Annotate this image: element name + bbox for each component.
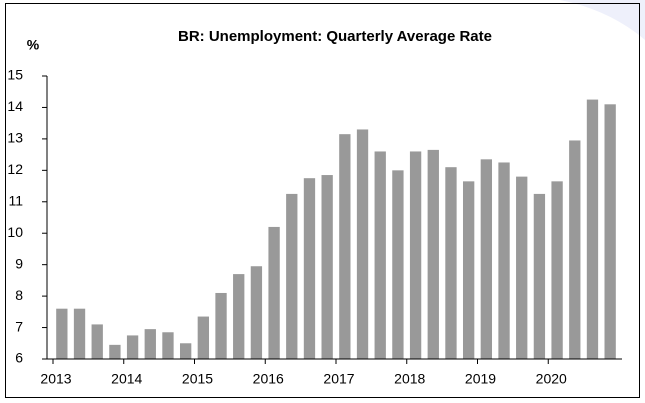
bar	[569, 140, 581, 359]
x-tick-label: 2019	[465, 371, 496, 387]
y-tick-label: 13	[7, 130, 23, 146]
bar	[604, 104, 616, 359]
y-tick-label: 14	[7, 98, 23, 114]
bar	[462, 181, 475, 359]
bar	[339, 134, 351, 359]
x-tick-label: 2014	[111, 371, 142, 387]
bar	[268, 226, 280, 359]
bar	[321, 175, 333, 359]
x-tick-label: 2020	[536, 371, 567, 387]
y-tick-label: 7	[15, 318, 23, 334]
bar	[73, 308, 86, 359]
bar	[586, 99, 599, 359]
bar	[179, 343, 192, 359]
bar	[197, 316, 210, 359]
bar	[91, 324, 103, 359]
bar	[233, 274, 245, 359]
bar	[356, 129, 369, 359]
chart-frame	[5, 3, 640, 398]
y-tick-label: 11	[8, 192, 23, 208]
bar	[109, 344, 121, 359]
bar	[162, 332, 174, 359]
bar	[303, 178, 316, 359]
bar	[516, 176, 528, 359]
bar	[215, 292, 227, 359]
x-tick-label: 2016	[253, 371, 284, 387]
bar	[250, 266, 263, 359]
bar	[533, 193, 546, 359]
bar	[551, 181, 563, 359]
x-tick-label: 2013	[40, 371, 71, 387]
bar	[144, 329, 156, 359]
chart-title: BR: Unemployment: Quarterly Average Rate	[178, 28, 492, 45]
y-axis-label: %	[27, 37, 40, 53]
x-tick-label: 2015	[182, 371, 213, 387]
bar	[498, 162, 510, 359]
y-tick-label: 9	[15, 255, 23, 271]
x-tick-label: 2018	[394, 371, 425, 387]
bar	[409, 151, 422, 359]
y-tick-label: 15	[7, 67, 23, 83]
y-tick-label: 10	[7, 224, 23, 240]
y-tick-label: 12	[7, 161, 23, 177]
y-tick-label: 8	[15, 287, 23, 303]
bar	[392, 170, 404, 359]
bar	[286, 193, 298, 359]
bar	[126, 335, 139, 359]
bar	[427, 149, 439, 359]
bar	[374, 151, 386, 359]
bar	[56, 308, 68, 359]
corner-decoration	[560, 0, 645, 40]
x-tick-label: 2017	[323, 371, 354, 387]
bar	[445, 167, 457, 359]
y-tick-label: 6	[15, 350, 23, 366]
bar	[480, 159, 493, 359]
